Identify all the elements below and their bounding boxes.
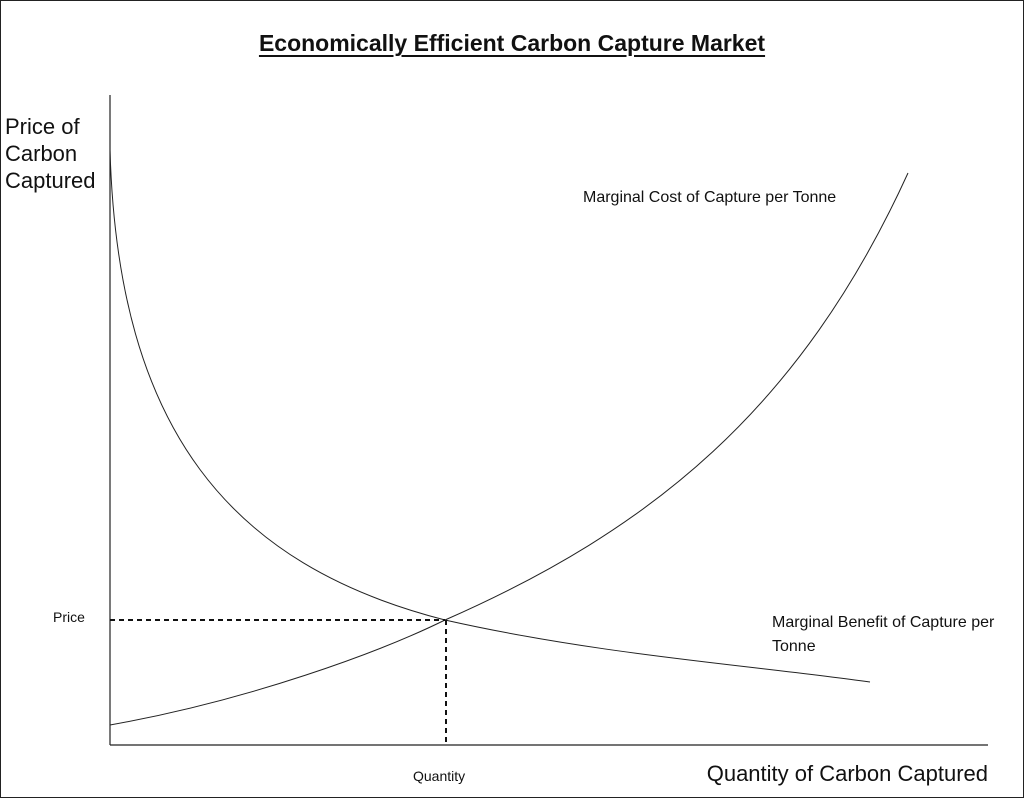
y-axis-label: Price of Carbon Captured <box>5 114 96 193</box>
curve-label: Marginal Benefit of Capture per Tonne <box>772 614 995 655</box>
marginal-cost-curve <box>109 172 909 726</box>
price-label: Price <box>53 609 85 625</box>
marginal-benefit-curve <box>109 149 871 683</box>
x-axis-label: Quantity of Carbon Captured <box>706 761 988 786</box>
title: Economically Efficient Carbon Capture Ma… <box>258 30 766 56</box>
quantity-label: Quantity <box>413 768 466 784</box>
curve-label: Marginal Cost of Capture per Tonne <box>583 189 837 206</box>
